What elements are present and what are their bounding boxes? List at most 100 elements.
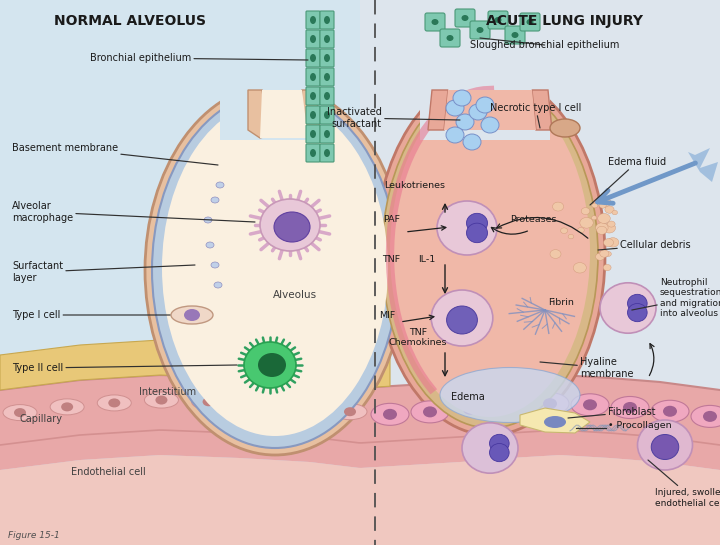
Ellipse shape <box>691 405 720 427</box>
Text: Bronchial epithelium: Bronchial epithelium <box>90 53 308 63</box>
Ellipse shape <box>595 223 608 233</box>
FancyBboxPatch shape <box>306 30 320 48</box>
FancyBboxPatch shape <box>320 30 334 48</box>
Ellipse shape <box>204 217 212 223</box>
Ellipse shape <box>583 399 597 410</box>
Ellipse shape <box>495 17 502 23</box>
Text: Alveolus: Alveolus <box>273 290 317 300</box>
Text: Fibrin: Fibrin <box>548 298 574 307</box>
Ellipse shape <box>375 75 605 435</box>
Ellipse shape <box>463 134 481 150</box>
Ellipse shape <box>97 395 131 411</box>
Ellipse shape <box>446 100 464 116</box>
Ellipse shape <box>211 262 219 268</box>
Ellipse shape <box>440 367 580 422</box>
Ellipse shape <box>324 111 330 119</box>
Ellipse shape <box>258 353 286 377</box>
FancyBboxPatch shape <box>488 11 508 29</box>
Ellipse shape <box>171 306 213 324</box>
Ellipse shape <box>162 100 388 436</box>
Text: Basement membrane: Basement membrane <box>12 143 218 165</box>
Text: TNF: TNF <box>382 255 400 264</box>
Ellipse shape <box>446 127 464 143</box>
Polygon shape <box>260 90 308 138</box>
Ellipse shape <box>192 394 225 410</box>
Ellipse shape <box>571 394 609 416</box>
Ellipse shape <box>324 73 330 81</box>
Ellipse shape <box>211 197 219 203</box>
Ellipse shape <box>511 32 518 38</box>
Ellipse shape <box>628 304 647 322</box>
Ellipse shape <box>543 398 557 409</box>
Text: Interstitium: Interstitium <box>140 387 197 397</box>
Text: Neutrophil
sequestration
and migration
into alveolus: Neutrophil sequestration and migration i… <box>660 278 720 318</box>
Text: Injured, swollen
endothelial cells: Injured, swollen endothelial cells <box>648 460 720 508</box>
Ellipse shape <box>3 404 37 421</box>
Ellipse shape <box>324 149 330 157</box>
Text: Alveolar
macrophage: Alveolar macrophage <box>12 201 255 223</box>
FancyBboxPatch shape <box>470 21 490 39</box>
Ellipse shape <box>550 119 580 137</box>
Ellipse shape <box>603 239 613 246</box>
Ellipse shape <box>599 203 606 208</box>
FancyBboxPatch shape <box>306 49 320 67</box>
Ellipse shape <box>451 398 489 420</box>
Bar <box>420 50 550 140</box>
Ellipse shape <box>526 19 534 25</box>
Ellipse shape <box>310 54 316 62</box>
Ellipse shape <box>603 223 616 233</box>
Ellipse shape <box>108 398 120 408</box>
Ellipse shape <box>344 407 356 416</box>
Text: Cellular debris: Cellular debris <box>598 240 690 250</box>
Ellipse shape <box>481 117 499 133</box>
Ellipse shape <box>184 309 200 321</box>
Ellipse shape <box>600 283 656 333</box>
Ellipse shape <box>491 395 529 417</box>
Ellipse shape <box>577 227 585 233</box>
Ellipse shape <box>552 202 564 211</box>
Polygon shape <box>428 90 448 130</box>
Polygon shape <box>0 375 720 470</box>
Polygon shape <box>248 90 270 138</box>
Ellipse shape <box>573 263 586 273</box>
Ellipse shape <box>469 104 487 120</box>
Ellipse shape <box>592 216 597 220</box>
FancyBboxPatch shape <box>306 87 320 105</box>
Ellipse shape <box>581 208 590 215</box>
Ellipse shape <box>462 15 469 21</box>
FancyBboxPatch shape <box>505 26 525 44</box>
Ellipse shape <box>490 444 509 462</box>
Text: • Procollagen: • Procollagen <box>608 421 672 430</box>
Ellipse shape <box>550 250 561 258</box>
Text: Edema: Edema <box>451 392 485 402</box>
Ellipse shape <box>286 398 320 415</box>
Ellipse shape <box>437 201 497 255</box>
Ellipse shape <box>612 210 618 215</box>
Ellipse shape <box>592 203 598 208</box>
Text: Sloughed bronchial epithelium: Sloughed bronchial epithelium <box>470 38 619 50</box>
Text: Hyaline
membrane: Hyaline membrane <box>540 357 634 379</box>
Ellipse shape <box>651 400 689 422</box>
Text: Type II cell: Type II cell <box>12 363 237 373</box>
Ellipse shape <box>597 197 611 208</box>
Ellipse shape <box>477 27 484 33</box>
Ellipse shape <box>324 130 330 138</box>
Polygon shape <box>688 148 718 182</box>
Ellipse shape <box>310 111 316 119</box>
Ellipse shape <box>145 85 405 455</box>
Ellipse shape <box>411 401 449 423</box>
Text: MIF: MIF <box>379 311 395 320</box>
Ellipse shape <box>310 73 316 81</box>
Ellipse shape <box>467 213 487 233</box>
FancyBboxPatch shape <box>306 144 320 162</box>
FancyBboxPatch shape <box>306 125 320 143</box>
Ellipse shape <box>239 396 273 412</box>
FancyBboxPatch shape <box>306 68 320 86</box>
Ellipse shape <box>606 251 611 256</box>
FancyBboxPatch shape <box>306 11 320 29</box>
Ellipse shape <box>462 423 518 473</box>
Text: Necrotic type I cell: Necrotic type I cell <box>490 103 581 128</box>
Ellipse shape <box>607 238 619 247</box>
Ellipse shape <box>628 294 647 312</box>
FancyBboxPatch shape <box>320 68 334 86</box>
